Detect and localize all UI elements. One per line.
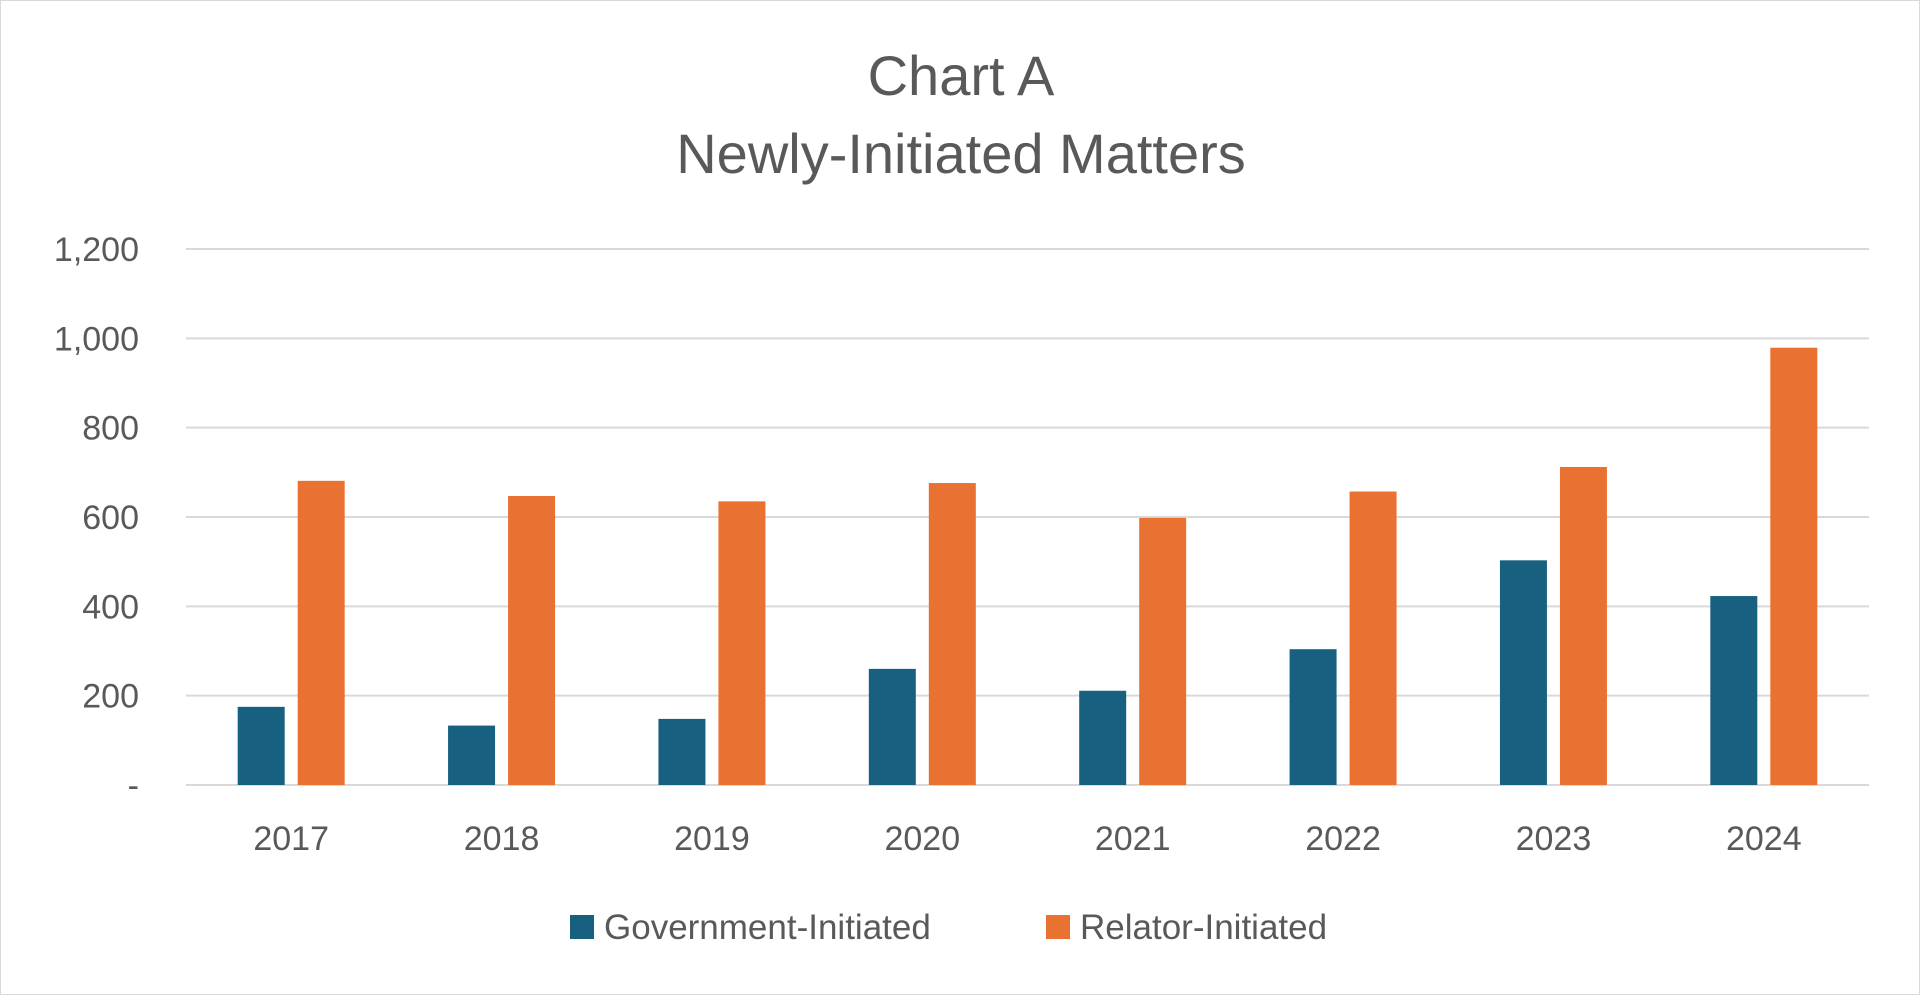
bar-relator-initiated-2021 <box>1139 517 1187 785</box>
y-tick-label: 200 <box>82 678 139 716</box>
bar-government-initiated-2017 <box>237 706 285 785</box>
y-tick-label: 800 <box>82 410 139 448</box>
bar-relator-initiated-2019 <box>718 501 766 785</box>
y-tick-label: 1,200 <box>54 231 139 269</box>
legend-swatch <box>570 915 594 939</box>
x-tick-label: 2021 <box>1095 820 1171 858</box>
bar-government-initiated-2024 <box>1710 596 1758 785</box>
legend-label: Relator-Initiated <box>1080 908 1327 947</box>
legend: Government-Initiated Relator-Initiated <box>570 908 1327 947</box>
bar-government-initiated-2019 <box>658 718 706 785</box>
y-axis-tick-labels: - 200 400 600 800 1,000 1,200 <box>54 231 139 805</box>
legend-label: Government-Initiated <box>604 908 931 947</box>
bar-government-initiated-2018 <box>448 725 496 785</box>
bars <box>237 347 1818 785</box>
x-tick-label: 2018 <box>464 820 540 858</box>
bar-government-initiated-2023 <box>1499 560 1547 785</box>
legend-swatch <box>1046 915 1070 939</box>
y-tick-label: - <box>128 767 139 805</box>
bar-relator-initiated-2018 <box>508 496 556 785</box>
x-tick-label: 2023 <box>1516 820 1592 858</box>
y-tick-label: 600 <box>82 499 139 537</box>
bar-relator-initiated-2017 <box>297 480 345 785</box>
x-axis-tick-labels: 2017 2018 2019 2020 2021 2022 2023 2024 <box>253 820 1801 858</box>
bar-government-initiated-2021 <box>1079 690 1127 785</box>
bar-relator-initiated-2020 <box>928 483 976 785</box>
bar-relator-initiated-2023 <box>1559 466 1607 785</box>
y-tick-label: 1,000 <box>54 320 139 358</box>
bar-relator-initiated-2022 <box>1349 491 1397 785</box>
x-tick-label: 2019 <box>674 820 750 858</box>
y-tick-label: 400 <box>82 588 139 626</box>
bar-government-initiated-2022 <box>1289 649 1337 785</box>
bar-government-initiated-2020 <box>868 668 916 785</box>
chart-title-line-1: Chart A <box>868 44 1055 107</box>
bar-relator-initiated-2024 <box>1770 347 1818 785</box>
x-tick-label: 2017 <box>253 820 329 858</box>
x-tick-label: 2020 <box>884 820 960 858</box>
gridlines <box>186 248 1869 786</box>
chart-title-line-2: Newly-Initiated Matters <box>676 122 1246 185</box>
x-tick-label: 2022 <box>1305 820 1381 858</box>
x-tick-label: 2024 <box>1726 820 1802 858</box>
